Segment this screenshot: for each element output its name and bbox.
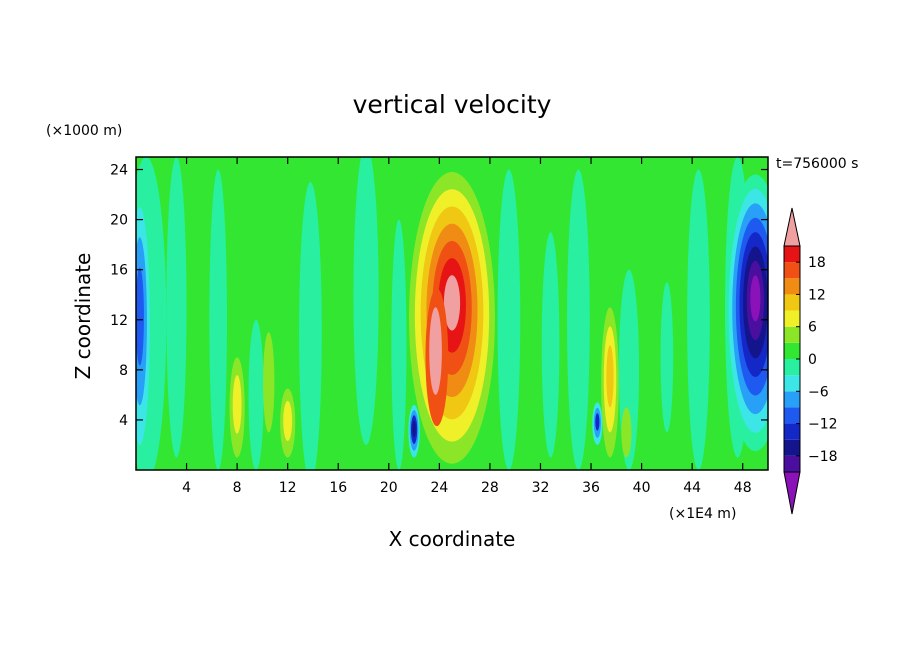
field-shape-25 [429,307,442,395]
colorbar-band [784,246,800,263]
x-axis-label: X coordinate [389,527,516,551]
y-tick-label: 4 [119,413,128,429]
colorbar-band [784,439,800,456]
field-shape-30 [283,400,293,442]
colorbar-max-arrow [783,207,801,247]
colorbar-tick-label: 12 [808,287,826,303]
x-tick-label: 40 [633,480,651,496]
colorbar: 18 12 6 0 −6 −12 −18 [783,207,838,515]
field-shape-12 [687,169,710,470]
plot-frame [135,156,769,471]
chart-title: vertical velocity [353,90,552,119]
x-unit-label: (×1E4 m) [669,506,736,522]
colorbar-band [784,278,800,295]
y-tick-label: 24 [110,163,128,179]
time-label: t=756000 s [776,156,858,172]
field-shape-38 [412,420,416,438]
y-tick-label: 12 [110,313,128,329]
x-tick-label: 12 [279,480,297,496]
colorbar-band [784,375,800,392]
field-shape-11 [660,282,674,433]
colorbar-tick-label: −18 [808,449,838,465]
y-axis-label: Z coordinate [71,253,95,380]
colorbar-band [784,326,800,343]
colorbar-tick-label: −6 [808,384,829,400]
colorbar-band [784,407,800,424]
y-unit-label: (×1000 m) [46,123,122,139]
colorbar-band [784,294,800,311]
field-shape-49 [750,275,761,322]
x-tick-label: 20 [380,480,398,496]
x-tick-label: 16 [329,480,347,496]
colorbar-tick-label: −12 [808,417,838,433]
colorbar-band [784,423,800,440]
field-shape-16 [136,267,144,366]
x-tick-label: 36 [582,480,600,496]
field-shape-7 [497,169,521,470]
x-tick-label: 32 [532,480,550,496]
colorbar-tick-label: 18 [808,255,826,271]
x-tick-label: 44 [683,480,701,496]
colorbar-band [784,342,800,359]
y-tick-label: 16 [110,263,128,279]
field-shape-2 [209,169,228,470]
colorbar-band [784,310,800,327]
field-shape-32 [232,375,242,434]
y-tick-label: 20 [110,213,128,229]
field-shape-6 [391,219,407,470]
colorbar-tick-label: 0 [808,352,817,368]
y-tick-label: 8 [119,363,128,379]
x-tick-label: 24 [430,480,448,496]
colorbar-min-arrow [783,471,801,515]
x-axis: 4 8 12 16 20 24 28 32 36 40 44 48 [182,157,752,496]
x-tick-label: 4 [182,480,191,496]
field-shape-23 [443,275,461,331]
y-axis: 4 8 12 16 20 24 [110,163,768,429]
x-tick-label: 28 [481,480,499,496]
x-tick-label: 48 [734,480,752,496]
colorbar-band [784,359,800,376]
field-shape-28 [606,345,614,408]
contour-field [136,157,768,470]
field-shape-5 [353,157,379,445]
field-shape-9 [567,169,590,470]
field-shape-34 [621,407,632,458]
field-shape-41 [595,413,600,431]
field-shape-1 [166,157,187,458]
colorbar-band [784,262,800,279]
field-shape-3 [248,319,264,470]
field-shape-33 [263,332,275,433]
x-tick-label: 8 [233,480,242,496]
colorbar-band [784,455,800,472]
colorbar-tick-label: 6 [808,320,817,336]
colorbar-band [784,391,800,408]
field-shape-8 [541,232,560,458]
field-shape-4 [299,182,322,470]
